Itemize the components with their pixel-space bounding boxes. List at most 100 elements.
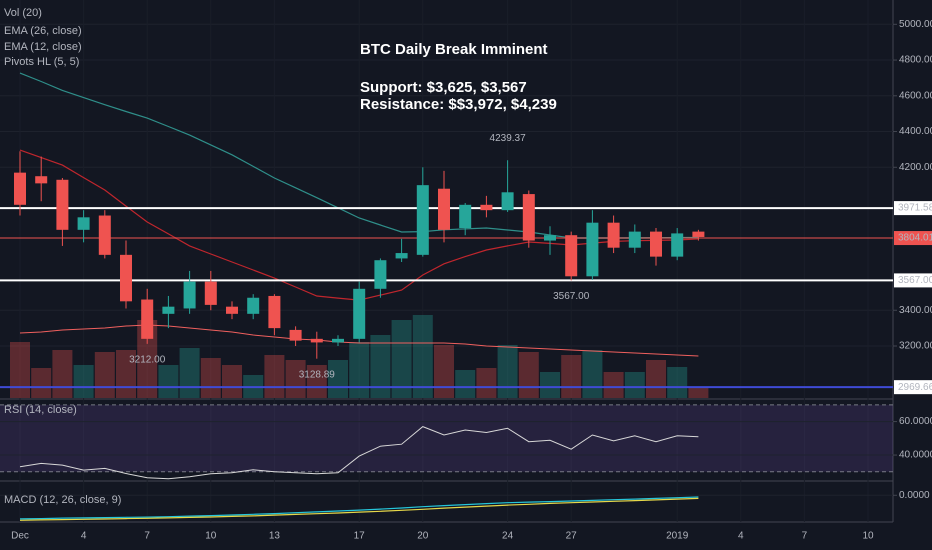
candle-body [374, 260, 387, 289]
x-tick-label: 10 [205, 531, 217, 542]
x-tick-label: 4 [81, 531, 87, 542]
legend-entry: Pivots HL (5, 5) [4, 56, 79, 68]
indicator-line [19, 496, 699, 520]
indicator-line [19, 426, 699, 480]
candle-body [522, 194, 535, 241]
volume-bar [476, 368, 497, 398]
volume-bar [434, 345, 454, 398]
pivot-label: 3212.00 [129, 354, 166, 365]
candle-body [544, 235, 556, 241]
volume-bar [412, 315, 433, 398]
panel-title: MACD (12, 26, close, 9) [4, 494, 121, 506]
volume-bar [179, 348, 200, 398]
volume-bar [688, 387, 709, 398]
candle-body [395, 253, 408, 259]
candle-body [141, 299, 154, 339]
volume-bar [137, 320, 158, 398]
volume-bar [222, 365, 242, 398]
chart-subtitle: Support: $3,625, $3,567 [360, 79, 527, 96]
volume-bar [52, 350, 73, 398]
volume-bar [518, 352, 539, 398]
candle-body [14, 172, 26, 205]
y-tick-label: 4400.00 [899, 126, 932, 137]
candle-body [268, 295, 281, 329]
pivot-label: 3567.00 [553, 291, 590, 302]
legend-entry: EMA (12, close) [4, 41, 82, 53]
panel-title: RSI (14, close) [4, 404, 77, 416]
candle-body [480, 204, 493, 211]
pivot-label: 4239.37 [490, 133, 527, 144]
volume-bar [667, 367, 688, 398]
x-tick-label: 13 [269, 531, 281, 542]
volume-bar [10, 342, 30, 398]
x-tick-label: 7 [144, 531, 150, 542]
candle-body [692, 231, 705, 237]
candle-body [438, 188, 450, 230]
y-tick-label: 60.0000 [899, 416, 932, 427]
x-tick-label: 4 [738, 531, 744, 542]
candle-body [247, 297, 260, 314]
candle-body [183, 281, 196, 309]
level-label-box [894, 273, 932, 288]
x-tick-label: 20 [417, 531, 429, 542]
level-label: 3804.01 [898, 233, 932, 244]
x-tick-label: 2019 [666, 531, 689, 542]
level-label-box [894, 201, 932, 216]
x-tick-label: 17 [354, 531, 366, 542]
y-tick-label: 4600.00 [899, 90, 932, 101]
volume-bar [158, 365, 179, 398]
volume-bar [31, 368, 52, 398]
legend-entry: EMA (26, close) [4, 25, 82, 37]
x-tick-label: 7 [802, 531, 808, 542]
candle-body [671, 233, 684, 257]
y-tick-label: 3200.00 [899, 341, 932, 352]
candle-body [77, 217, 90, 230]
legend-entry: Vol (20) [4, 7, 42, 19]
x-tick-label: 24 [502, 531, 514, 542]
volume-bar [306, 365, 327, 398]
indicator-line [19, 497, 699, 521]
candle-body [628, 231, 641, 248]
volume-bar [540, 372, 560, 398]
volume-bar [561, 355, 582, 398]
volume-bar [391, 320, 412, 398]
volume-bar [116, 350, 136, 398]
y-tick-label: 4200.00 [899, 162, 932, 173]
candle-body [289, 329, 302, 341]
volume-bar [603, 372, 624, 398]
y-tick-label: 5000.00 [899, 19, 932, 30]
volume-bar [285, 360, 306, 398]
volume-bar [200, 358, 221, 398]
volume-bar [370, 335, 391, 398]
y-tick-label: 4800.00 [899, 55, 932, 66]
level-label: 3567.00 [898, 275, 932, 286]
candle-body [565, 235, 578, 277]
chart-title: BTC Daily Break Imminent [360, 41, 548, 58]
pivot-label: 3128.89 [299, 369, 336, 380]
candle-body [650, 231, 662, 257]
rsi-band [0, 404, 893, 472]
level-label-box [894, 231, 932, 246]
candle-body [226, 306, 238, 314]
candle-body [310, 338, 323, 343]
chart-subtitle: Resistance: $$3,972, $4,239 [360, 96, 557, 113]
x-tick-label: 27 [566, 531, 578, 542]
level-label-box [894, 380, 932, 395]
level-label: 2969.66 [898, 382, 932, 393]
volume-bar [94, 352, 115, 398]
y-tick-label: 40.0000 [899, 450, 932, 461]
candle-body [56, 179, 69, 230]
candle-body [162, 306, 175, 314]
candle-body [607, 222, 620, 248]
candle-body [586, 222, 599, 277]
volume-bar [497, 345, 518, 398]
candle-body [98, 215, 111, 255]
volume-bar [624, 372, 645, 398]
volume-ma-line [19, 324, 699, 357]
candle-body [353, 288, 366, 339]
volume-bar [73, 365, 94, 398]
candle-body [204, 281, 217, 305]
